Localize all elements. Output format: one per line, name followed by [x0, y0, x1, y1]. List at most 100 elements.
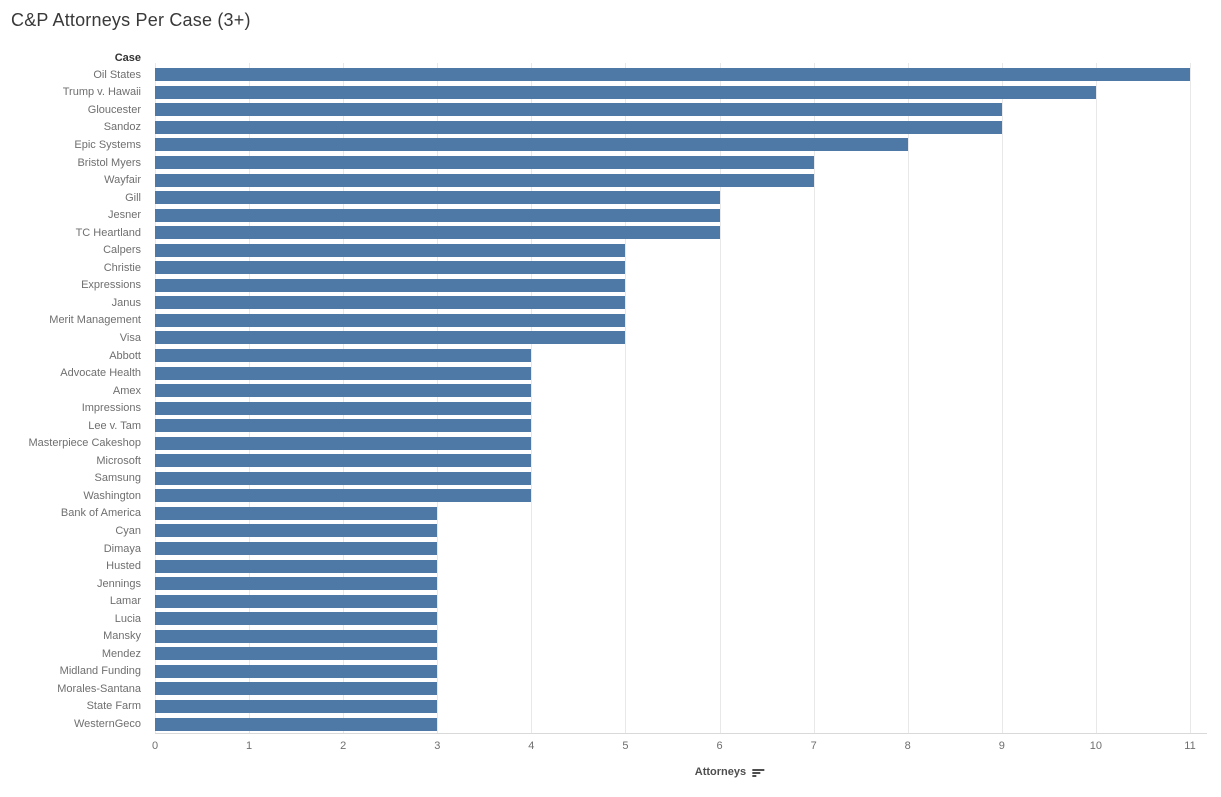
- axis-tick-label: 2: [340, 740, 347, 752]
- bar-row: [155, 610, 1190, 628]
- gridline: [343, 63, 345, 733]
- bar-row: [155, 592, 1190, 610]
- row-label: WesternGeco: [73, 718, 141, 730]
- row-label: Bristol Myers: [77, 156, 141, 169]
- row-label: Husted: [106, 560, 141, 573]
- bar[interactable]: [155, 120, 1002, 134]
- axis-tick-label: 0: [151, 740, 159, 752]
- bar[interactable]: [155, 68, 1190, 82]
- axis-ticks: 0 1 2 3 4 5 6 7 8 9 10 11: [151, 740, 1196, 754]
- bar-row: [155, 663, 1190, 681]
- bar[interactable]: [155, 559, 438, 573]
- bar[interactable]: [155, 208, 720, 222]
- bar[interactable]: [155, 542, 438, 556]
- row-header-case: Case: [114, 52, 141, 64]
- axis-tick-label: 10: [1089, 740, 1103, 752]
- bar-row: [155, 259, 1190, 277]
- bar[interactable]: [155, 506, 438, 520]
- bar[interactable]: [155, 401, 532, 415]
- bar[interactable]: [155, 85, 1096, 99]
- row-label: Gill: [125, 191, 141, 204]
- x-axis-title: Attorneys: [695, 766, 765, 778]
- bar[interactable]: [155, 647, 438, 661]
- bar-row: [155, 698, 1190, 716]
- bar[interactable]: [155, 331, 626, 345]
- bar[interactable]: [155, 594, 438, 608]
- row-label: Merit Management: [49, 314, 141, 327]
- bar[interactable]: [155, 577, 438, 591]
- bar-row: [155, 119, 1190, 137]
- bar[interactable]: [155, 454, 532, 468]
- bar-row: [155, 101, 1190, 119]
- gridline: [813, 63, 815, 733]
- row-label: Lee v. Tam: [88, 419, 141, 432]
- bar[interactable]: [155, 138, 908, 152]
- bar[interactable]: [155, 191, 720, 205]
- bar[interactable]: [155, 173, 814, 187]
- bars: [155, 66, 1190, 733]
- row-label: Gloucester: [87, 103, 141, 116]
- row-label: TC Heartland: [75, 226, 141, 239]
- bar-row: [155, 224, 1190, 242]
- bar[interactable]: [155, 349, 532, 363]
- bar[interactable]: [155, 243, 626, 257]
- bar-row: [155, 277, 1190, 295]
- bar[interactable]: [155, 612, 438, 626]
- bar[interactable]: [155, 682, 438, 696]
- row-label: Amex: [112, 384, 141, 397]
- axis-tick-label: 5: [622, 740, 629, 752]
- chart-title: C&P Attorneys Per Case (3+): [11, 10, 251, 30]
- bar[interactable]: [155, 629, 438, 643]
- bar[interactable]: [155, 717, 438, 731]
- bar[interactable]: [155, 664, 438, 678]
- gridline: [625, 63, 627, 733]
- row-label: Bank of America: [60, 507, 141, 520]
- axis-tick-label: 4: [528, 740, 535, 752]
- bar-row: [155, 487, 1190, 505]
- bar[interactable]: [155, 296, 626, 310]
- bar-row: [155, 329, 1190, 347]
- bar[interactable]: [155, 313, 626, 327]
- gridline: [719, 63, 721, 733]
- bar-row: [155, 136, 1190, 154]
- bar[interactable]: [155, 489, 532, 503]
- bar[interactable]: [155, 156, 814, 169]
- row-label: Washington: [83, 489, 141, 502]
- bar[interactable]: [155, 103, 1002, 117]
- bar-row: [155, 399, 1190, 417]
- bar[interactable]: [155, 261, 626, 275]
- row-label: Calpers: [103, 244, 141, 257]
- bar[interactable]: [155, 436, 532, 450]
- bar-row: [155, 312, 1190, 330]
- bar-row: [155, 452, 1190, 470]
- row-label: Epic Systems: [74, 138, 141, 151]
- bar[interactable]: [155, 699, 438, 713]
- row-label: Morales-Santana: [57, 682, 141, 695]
- bar[interactable]: [155, 226, 720, 240]
- row-label: Masterpiece Cakeshop: [28, 437, 141, 450]
- axis-tick-label: 3: [434, 740, 441, 752]
- bar[interactable]: [155, 471, 532, 485]
- bar[interactable]: [155, 278, 626, 292]
- bar-row: [155, 364, 1190, 382]
- bar-row: [155, 206, 1190, 224]
- bar-row: [155, 575, 1190, 593]
- bar[interactable]: [155, 384, 532, 398]
- axis-tick-label: 9: [998, 740, 1005, 752]
- bar-row: [155, 505, 1190, 523]
- row-label: Advocate Health: [60, 367, 141, 380]
- bar[interactable]: [155, 366, 532, 380]
- axis-tick-label: 6: [716, 740, 723, 752]
- sort-descending-icon[interactable]: [752, 768, 765, 777]
- row-label: Dimaya: [103, 542, 141, 555]
- plot-panel: [155, 63, 1191, 733]
- bar[interactable]: [155, 524, 438, 538]
- row-label: Mansky: [103, 630, 141, 643]
- row-label: Midland Funding: [59, 665, 141, 678]
- gridline: [155, 63, 156, 733]
- row-label: Microsoft: [96, 454, 141, 467]
- row-label: Expressions: [81, 279, 141, 292]
- gridline: [1001, 63, 1003, 733]
- bar[interactable]: [155, 419, 532, 433]
- bar-row: [155, 171, 1190, 189]
